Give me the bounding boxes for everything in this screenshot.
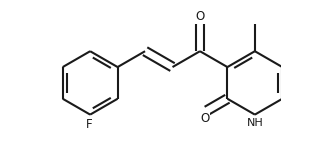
Text: O: O <box>200 112 210 125</box>
Text: O: O <box>195 10 204 23</box>
Text: O: O <box>200 112 210 125</box>
Text: F: F <box>86 118 93 131</box>
Text: NH: NH <box>246 118 263 128</box>
Text: O: O <box>195 10 204 23</box>
Text: NH: NH <box>246 118 263 128</box>
Text: F: F <box>86 118 93 131</box>
